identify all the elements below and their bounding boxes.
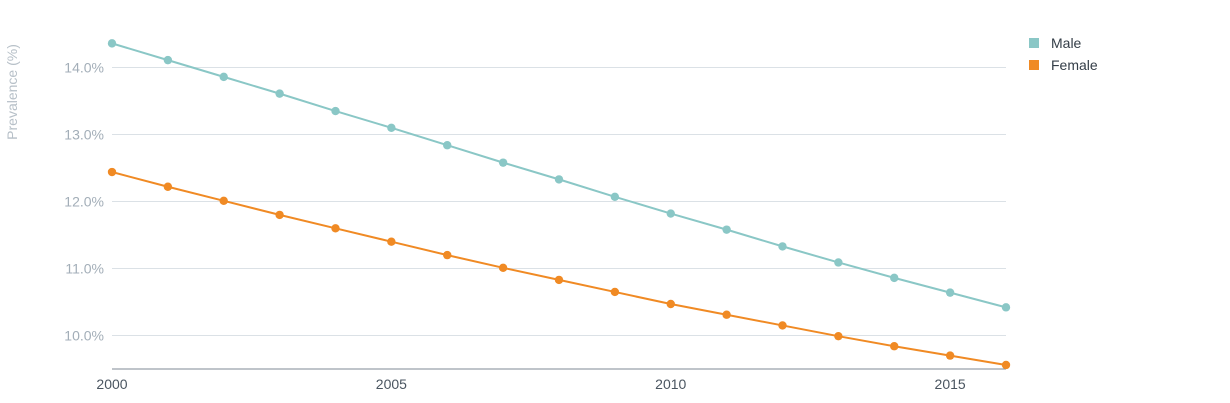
legend: Male Female [1029,35,1098,73]
series-female [107,167,1011,370]
legend-label: Female [1051,57,1098,73]
legend-label: Male [1051,35,1082,51]
data-point-male[interactable] [163,55,173,65]
data-point-female[interactable] [163,182,173,191]
data-point-female[interactable] [387,237,396,246]
x-tick-label: 2015 [935,376,966,392]
data-point-male[interactable] [1001,303,1011,312]
y-tick-label: 13.0% [64,127,104,143]
data-point-female[interactable] [722,310,731,319]
data-point-male[interactable] [443,141,452,150]
y-tick-label: 14.0% [64,60,104,76]
data-point-male[interactable] [666,209,675,218]
data-point-male[interactable] [722,225,731,234]
series-male [107,39,1011,312]
data-point-male[interactable] [498,158,508,167]
data-point-male[interactable] [610,192,620,202]
data-point-male[interactable] [387,123,396,132]
y-tick-labels: 10.0% 11.0% 12.0% 13.0% 14.0% [64,60,104,344]
legend-item-female[interactable]: Female [1029,57,1098,73]
data-point-male[interactable] [554,175,564,184]
data-point-female[interactable] [778,321,787,330]
y-axis-label: Prevalence (%) [4,44,20,140]
data-point-male[interactable] [331,106,340,116]
x-tick-label: 2005 [376,376,407,392]
data-point-female[interactable] [1001,360,1011,370]
data-point-male[interactable] [778,242,787,251]
legend-swatch [1029,38,1039,48]
y-tick-label: 10.0% [64,328,104,344]
legend-swatch [1029,60,1039,70]
data-point-female[interactable] [890,342,899,351]
data-point-male[interactable] [945,288,955,297]
x-tick-label: 2010 [655,376,686,392]
data-point-female[interactable] [331,224,340,233]
data-point-female[interactable] [498,263,508,273]
data-point-female[interactable] [610,287,620,297]
data-point-female[interactable] [554,275,564,285]
legend-item-male[interactable]: Male [1029,35,1082,51]
gridlines [112,67,1006,336]
x-tick-labels: 2000 2005 2010 2015 [96,376,965,392]
data-point-female[interactable] [219,196,228,206]
y-tick-label: 12.0% [64,194,104,210]
data-point-female[interactable] [443,250,452,260]
data-point-male[interactable] [834,258,843,267]
y-tick-label: 11.0% [65,261,104,277]
data-point-male[interactable] [219,72,228,82]
data-point-female[interactable] [945,351,955,360]
series [107,39,1011,370]
data-point-female[interactable] [834,331,843,341]
data-point-female[interactable] [107,167,117,177]
data-point-female[interactable] [275,210,284,220]
data-point-female[interactable] [666,299,675,309]
data-point-male[interactable] [275,89,284,98]
data-point-male[interactable] [890,273,899,283]
data-point-male[interactable] [107,39,117,48]
x-tick-label: 2000 [96,376,127,392]
